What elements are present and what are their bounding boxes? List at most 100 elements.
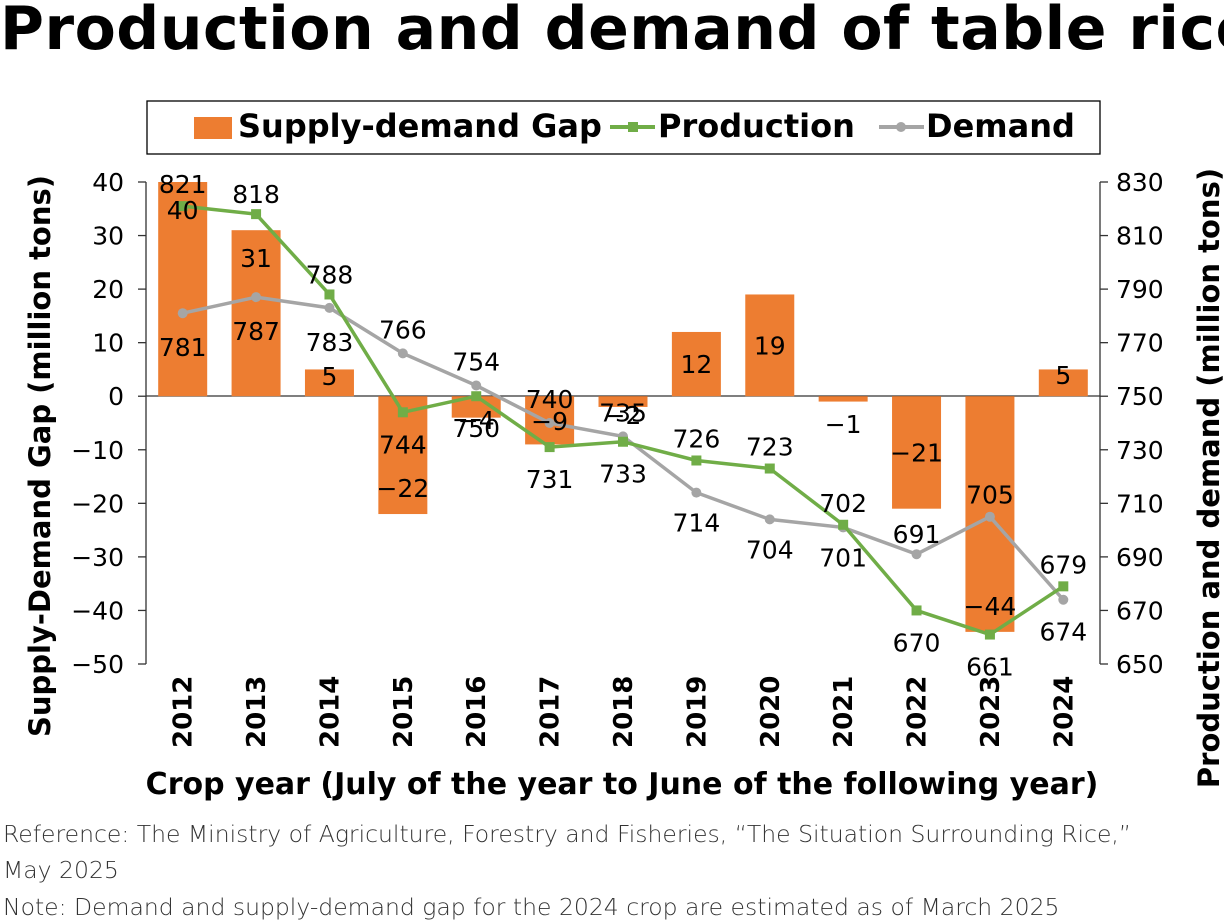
production-point xyxy=(911,605,922,616)
category-label: 2014 xyxy=(315,676,345,748)
demand-label: 691 xyxy=(893,520,941,549)
left-tick-label: 10 xyxy=(92,329,124,358)
note-line: Note: Demand and supply-demand gap for t… xyxy=(3,893,1060,921)
production-label: 726 xyxy=(673,424,721,453)
gap-label: −21 xyxy=(890,438,943,467)
chart-title: Production and demand of table rice xyxy=(0,0,1224,64)
demand-label: 781 xyxy=(159,333,207,362)
right-tick-label: 750 xyxy=(1116,382,1164,411)
production-point xyxy=(251,209,262,220)
demand-label: 787 xyxy=(232,317,280,346)
category-label: 2019 xyxy=(682,676,712,748)
demand-point xyxy=(177,308,188,319)
demand-label: 766 xyxy=(379,315,427,344)
category-label: 2013 xyxy=(242,676,272,748)
gap-label: 40 xyxy=(167,196,199,225)
demand-point xyxy=(691,487,702,498)
left-tick-label: 40 xyxy=(92,168,124,197)
gap-label: −4 xyxy=(458,406,495,435)
right-tick-label: 810 xyxy=(1116,222,1164,251)
demand-point xyxy=(764,514,775,525)
demand-label: 735 xyxy=(599,398,647,427)
left-tick-label: −10 xyxy=(71,436,124,465)
production-label: 788 xyxy=(306,260,354,289)
production-label: 821 xyxy=(159,170,207,199)
production-label: 733 xyxy=(599,460,647,489)
gap-bar xyxy=(598,396,648,407)
production-point xyxy=(984,629,995,640)
right-tick-label: 670 xyxy=(1116,596,1164,625)
production-point xyxy=(764,463,775,474)
gap-label: 19 xyxy=(754,331,786,360)
category-labels: 2012 2013 2014 2015 2016 2017 2018 2019 2020 2021… xyxy=(169,676,1080,748)
production-label: 818 xyxy=(232,180,280,209)
demand-point xyxy=(544,418,555,428)
legend-gap-swatch xyxy=(194,117,232,139)
legend-demand-marker xyxy=(896,122,906,132)
production-label: 661 xyxy=(966,653,1014,682)
demand-point xyxy=(911,549,922,560)
right-tick-label: 710 xyxy=(1116,489,1164,518)
category-label: 2024 xyxy=(1049,676,1079,748)
gap-label: 12 xyxy=(680,350,712,379)
right-tick-label: 650 xyxy=(1116,650,1164,679)
production-label: 723 xyxy=(746,433,794,462)
demand-label: 714 xyxy=(673,509,721,538)
legend: Supply-demand Gap Production Demand xyxy=(146,100,1101,155)
demand-point xyxy=(397,348,408,359)
category-label: 2016 xyxy=(462,676,492,748)
gap-bar xyxy=(304,369,354,397)
gap-label: −9 xyxy=(531,407,568,436)
production-point xyxy=(838,519,849,530)
demand-label: 783 xyxy=(306,328,354,357)
demand-label: 705 xyxy=(966,481,1014,510)
gap-label: −22 xyxy=(376,474,429,503)
gap-label: −1 xyxy=(825,410,862,439)
gap-bar xyxy=(671,331,721,397)
production-point xyxy=(471,391,482,402)
production-label: 679 xyxy=(1039,550,1087,579)
reference-line-1: Reference: The Ministry of Agriculture, … xyxy=(3,820,1132,848)
production-label: 670 xyxy=(893,628,941,657)
production-label: 702 xyxy=(819,489,867,518)
legend-production-marker xyxy=(628,122,638,132)
production-point xyxy=(177,201,188,212)
production-point xyxy=(397,407,408,418)
production-label: 744 xyxy=(379,430,427,459)
demand-label: 674 xyxy=(1039,618,1087,647)
production-point xyxy=(544,442,555,453)
left-tick-label: −40 xyxy=(71,596,124,625)
gap-bar xyxy=(1038,369,1088,397)
right-tick-label: 770 xyxy=(1116,329,1164,358)
production-point xyxy=(1058,581,1069,592)
right-tick-label: 730 xyxy=(1116,436,1164,465)
demand-point xyxy=(1058,594,1069,605)
production-point xyxy=(618,436,628,447)
gap-bar xyxy=(231,230,281,397)
right-tick-label: 790 xyxy=(1116,275,1164,304)
production-point xyxy=(324,289,335,300)
left-tick-label: −30 xyxy=(71,543,124,572)
gap-bar xyxy=(158,182,208,397)
x-axis-title: Crop year (July of the year to June of t… xyxy=(146,767,1099,802)
left-tick-label: −20 xyxy=(71,489,124,518)
gap-bar xyxy=(451,396,501,418)
left-tick-label: 20 xyxy=(92,275,124,304)
left-axis-ticks: 40 30 20 10 0 −10 −20 −30 −40 −50 xyxy=(71,168,146,679)
legend-gap-label: Supply-demand Gap xyxy=(238,107,602,145)
demand-point xyxy=(984,511,995,522)
right-tick-label: 690 xyxy=(1116,543,1164,572)
production-label: 750 xyxy=(452,414,500,443)
production-point xyxy=(691,455,702,466)
demand-point xyxy=(251,292,262,303)
data-labels: 821 818 788 744 750 731 733 726 723 702 670 661 679 7… xyxy=(159,170,1087,681)
left-tick-label: −50 xyxy=(71,650,124,679)
demand-label: 740 xyxy=(526,385,574,414)
right-axis-ticks: 830 810 790 770 750 730 710 690 670 650 xyxy=(1100,168,1164,679)
category-label: 2015 xyxy=(389,676,419,748)
y2-axis-title: Production and demand (million tons) xyxy=(1192,168,1224,788)
demand-label: 701 xyxy=(819,543,867,572)
category-label: 2023 xyxy=(976,676,1006,748)
y-axis-title: Supply-Demand Gap (million tons) xyxy=(23,175,57,737)
